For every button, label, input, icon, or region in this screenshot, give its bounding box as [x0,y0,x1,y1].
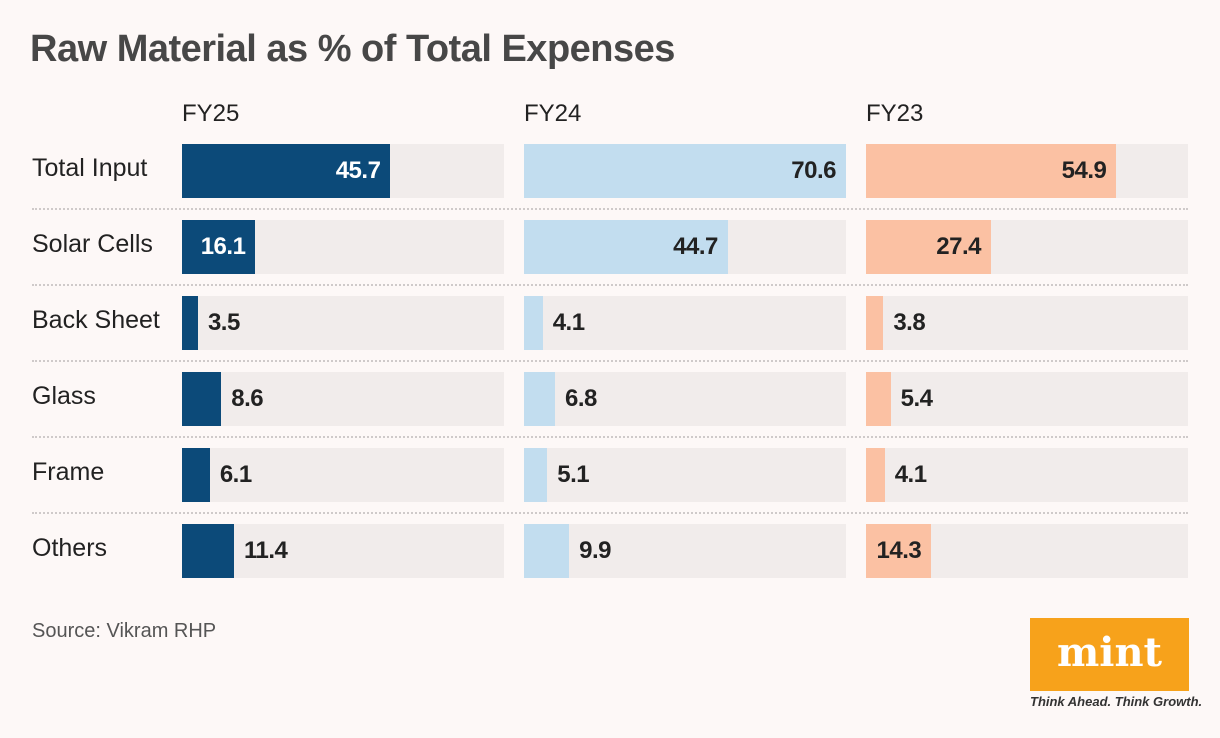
bar [866,144,1117,198]
source-note: Source: Vikram RHP [32,620,217,642]
data-label: 4.1 [552,309,585,336]
category-label: Glass [32,382,96,410]
row-separator [32,512,1188,514]
bar [182,524,234,578]
bar-track [524,296,846,350]
bar-track [182,524,504,578]
data-label: 8.6 [231,385,264,412]
data-label: 3.5 [207,309,240,336]
data-label: 70.6 [791,157,836,184]
bar [524,144,846,198]
row-separator [32,208,1188,210]
bar [866,296,884,350]
logo-tagline: Think Ahead. Think Growth. [1030,694,1203,709]
data-label: 6.8 [565,385,597,412]
data-label: 11.4 [243,537,288,564]
chart-title: Raw Material as % of Total Expenses [30,28,675,70]
bar [524,220,728,274]
data-label: 14.3 [876,537,922,564]
data-label: 6.1 [219,461,252,488]
bar [524,524,570,578]
bar [182,144,391,198]
bar [866,220,991,274]
bar-track [524,524,846,578]
category-label: Back Sheet [32,306,160,334]
bar [866,524,932,578]
data-label: 4.1 [894,461,927,488]
data-label: 45.7 [335,157,381,184]
category-label: Others [32,534,108,562]
bar [182,220,256,274]
bar-track [182,448,504,502]
data-label: 5.4 [900,385,933,412]
bar [524,372,555,426]
bar-track [866,448,1188,502]
category-label: Total Input [32,154,148,182]
bar [866,372,891,426]
bar-track [524,372,846,426]
bar-track [866,296,1188,350]
data-label: 16.1 [200,233,246,260]
bar [182,296,198,350]
bar-track [182,296,504,350]
bar [524,448,548,502]
data-label: 9.9 [579,537,612,564]
bar [866,448,885,502]
data-label: 54.9 [1061,157,1107,184]
series-header: FY23 [866,100,924,127]
data-label: 44.7 [673,233,718,260]
bar-track [182,372,504,426]
data-label: 5.1 [557,461,590,488]
mint-logo: mint [1030,618,1189,691]
row-separator [32,284,1188,286]
row-separator [32,360,1188,362]
bar-track [866,372,1188,426]
bar-track [524,448,846,502]
data-label: 27.4 [936,233,981,260]
row-separator [32,436,1188,438]
bar [524,296,543,350]
series-header: FY25 [182,100,240,127]
bar [182,372,222,426]
series-header: FY24 [524,100,582,127]
data-label: 3.8 [893,309,926,336]
bar [182,448,210,502]
category-label: Frame [32,458,105,486]
category-label: Solar Cells [32,230,153,258]
